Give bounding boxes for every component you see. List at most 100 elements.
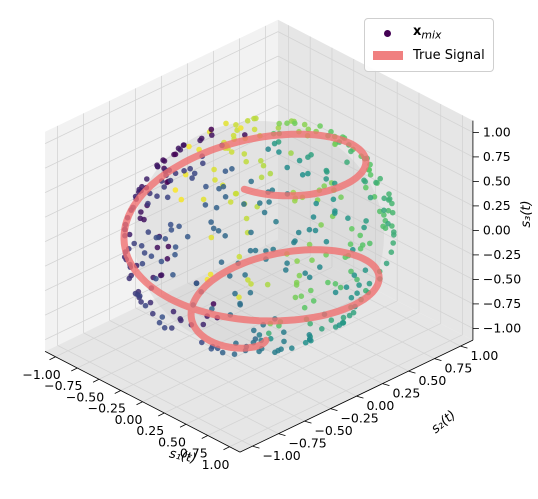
mix-point — [385, 220, 391, 227]
mix-point — [144, 176, 150, 182]
mix-point — [159, 314, 166, 320]
mix-point — [281, 338, 287, 345]
y-tick — [252, 445, 260, 449]
x-tick — [49, 356, 56, 361]
mix-point — [354, 276, 360, 283]
mix-point — [137, 215, 144, 222]
mix-point — [176, 223, 182, 230]
z-tick-label: 0.75 — [483, 149, 511, 164]
mix-point — [317, 123, 323, 129]
mix-point — [177, 147, 184, 153]
mix-point — [391, 232, 397, 238]
mix-point — [381, 195, 388, 202]
x-tick — [201, 435, 208, 439]
mix-point — [229, 166, 235, 172]
mix-point — [131, 240, 137, 247]
x-tick-label: 0.25 — [136, 423, 164, 438]
mix-point — [138, 243, 145, 249]
mix-point — [193, 280, 200, 287]
mix-point — [383, 260, 390, 267]
mix-point — [350, 309, 357, 316]
mix-point — [227, 273, 233, 279]
mix-point — [292, 198, 298, 204]
mix-point — [227, 199, 234, 205]
mix-point — [189, 175, 195, 181]
mix-point — [367, 172, 374, 178]
mix-point — [215, 228, 222, 234]
mix-point — [171, 151, 177, 158]
mix-point — [318, 222, 324, 228]
mix-point — [200, 321, 207, 328]
x-tick-label: −1.00 — [22, 367, 60, 382]
mix-point — [306, 226, 313, 233]
x-tick — [92, 378, 100, 383]
x-tick-label: 0.00 — [115, 412, 143, 427]
z-tick-label: −0.50 — [483, 271, 521, 286]
mix-point — [216, 185, 222, 192]
mix-point — [267, 170, 274, 177]
mix-point — [213, 204, 220, 211]
mix-point — [301, 121, 308, 128]
mix-point — [292, 120, 298, 127]
y-tick-label: −0.75 — [288, 436, 326, 451]
x-tick-label: −0.25 — [88, 401, 126, 416]
mix-point — [330, 196, 337, 203]
mix-point — [264, 281, 271, 288]
mix-point — [211, 166, 217, 173]
mix-point — [288, 150, 294, 156]
mix-point — [161, 325, 168, 331]
legend-marker-true-signal — [373, 50, 403, 60]
mix-point — [385, 207, 392, 214]
mix-point — [261, 209, 268, 216]
mix-point — [321, 183, 328, 189]
mix-point — [167, 221, 174, 228]
mix-point — [284, 164, 291, 171]
mix-point — [319, 326, 325, 332]
mix-point — [181, 142, 187, 148]
mix-point — [296, 157, 303, 164]
mix-point — [138, 209, 144, 215]
mix-point — [283, 267, 289, 273]
mix-point — [305, 126, 312, 133]
mix-point — [389, 209, 396, 216]
mix-point — [154, 244, 161, 251]
mix-point — [157, 272, 164, 279]
y-tick-label: −0.25 — [340, 411, 378, 426]
z-axis-label: s₃(t) — [519, 200, 534, 227]
mix-point — [385, 197, 392, 203]
mix-point — [251, 126, 258, 133]
y-tick — [356, 395, 364, 399]
x-tick — [136, 401, 143, 406]
x-tick — [179, 423, 187, 428]
mix-point — [247, 247, 254, 254]
mix-point — [126, 231, 133, 238]
mix-point — [156, 234, 162, 241]
mix-point — [241, 151, 248, 157]
x-tick — [71, 367, 78, 372]
mix-point — [147, 299, 154, 306]
mix-point — [306, 274, 313, 281]
mix-point — [295, 229, 302, 236]
mix-point — [328, 128, 334, 135]
mix-point — [208, 346, 215, 352]
mix-point — [178, 196, 185, 203]
x-tick — [114, 390, 121, 394]
x-tick-label: 0.75 — [180, 446, 208, 461]
mix-point — [284, 120, 290, 126]
mix-point — [222, 233, 228, 239]
mix-point — [252, 247, 259, 254]
mix-point — [357, 232, 364, 239]
z-tick-label: 0.00 — [483, 222, 511, 237]
mix-point — [317, 264, 323, 270]
mix-point — [323, 176, 330, 182]
mix-point — [348, 148, 354, 155]
mix-point — [343, 284, 350, 291]
mix-point — [273, 218, 279, 225]
mix-point — [208, 234, 215, 241]
mix-point — [148, 253, 155, 259]
mix-point — [275, 125, 282, 131]
mix-point — [164, 255, 171, 262]
mix-point — [207, 271, 214, 278]
mix-point — [200, 160, 206, 167]
